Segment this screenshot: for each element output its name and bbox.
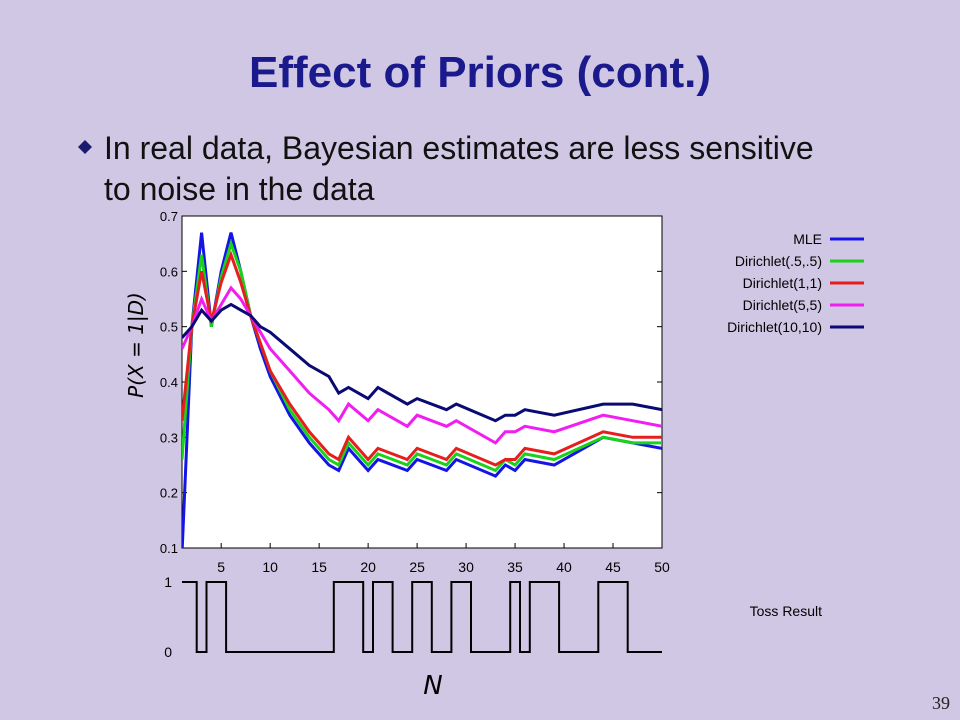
x-tick-label: 50 — [654, 559, 670, 575]
series-line-4 — [182, 302, 662, 423]
x-tick-label: 40 — [556, 559, 572, 575]
slide-title: Effect of Priors (cont.) — [248, 48, 712, 97]
y-axis-label: P(X = 1|D) — [124, 292, 148, 398]
page-number: 39 — [932, 693, 950, 713]
series-line-3 — [182, 285, 662, 445]
series-line-0 — [182, 232, 662, 548]
legend-label-0: MLE — [793, 231, 822, 247]
legend-label-4: Dirichlet(10,10) — [727, 319, 822, 335]
bullet-text: In real data, Bayesian estimates are les… — [104, 130, 814, 207]
toss-result-line — [182, 581, 662, 653]
diamond-bullet-icon — [78, 140, 92, 154]
x-tick-label: 25 — [409, 559, 425, 575]
x-axis-label: N — [423, 671, 442, 701]
y-tick-label: 0.5 — [160, 320, 178, 335]
x-tick-label: 30 — [458, 559, 474, 575]
x-tick-label: 5 — [217, 559, 225, 575]
y-tick-label: 0.4 — [160, 375, 178, 390]
y-tick-label: 0.3 — [160, 430, 178, 445]
y-tick-label: 0.6 — [160, 264, 178, 279]
toss-y-tick-label: 1 — [164, 574, 172, 590]
x-tick-label: 35 — [507, 559, 523, 575]
x-tick-label: 15 — [311, 559, 327, 575]
toss-y-tick-label: 0 — [164, 644, 172, 660]
y-tick-label: 0.1 — [160, 541, 178, 556]
series-line-2 — [182, 250, 662, 467]
legend-label-2: Dirichlet(1,1) — [743, 275, 822, 291]
x-tick-label: 20 — [360, 559, 376, 575]
x-tick-label: 45 — [605, 559, 621, 575]
y-tick-label: 0.2 — [160, 486, 178, 501]
x-tick-label: 10 — [262, 559, 278, 575]
y-tick-label: 0.7 — [160, 209, 178, 224]
series-line-1 — [182, 238, 662, 473]
toss-result-label: Toss Result — [750, 603, 822, 619]
legend-label-1: Dirichlet(.5,.5) — [735, 253, 822, 269]
legend-label-3: Dirichlet(5,5) — [743, 297, 822, 313]
plot-background — [181, 215, 663, 549]
